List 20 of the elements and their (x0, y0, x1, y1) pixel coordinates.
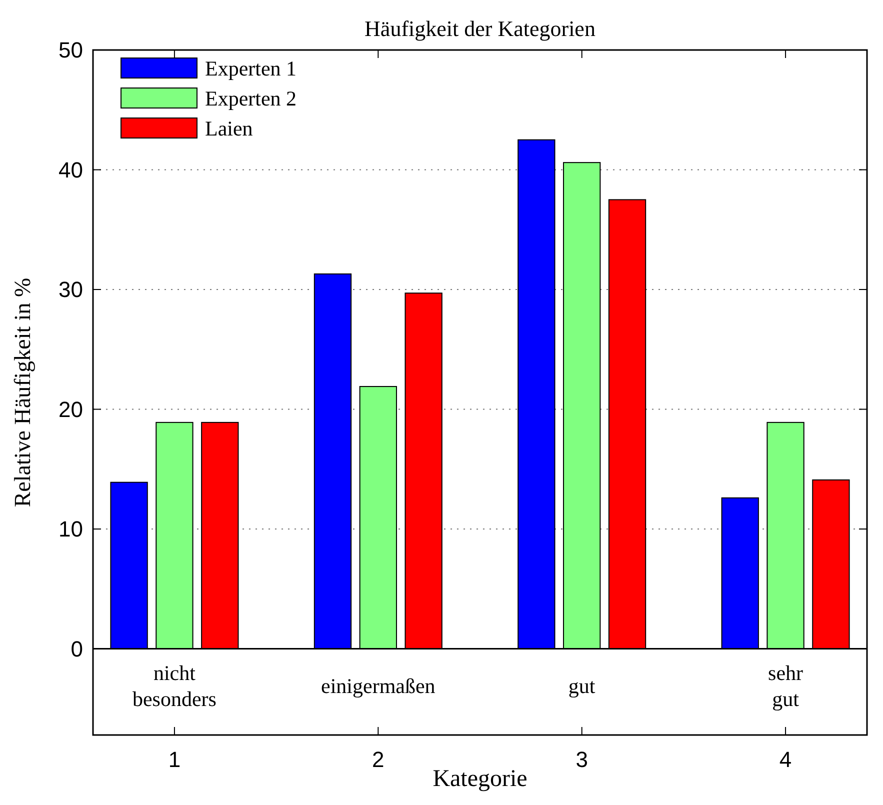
legend-label: Experten 2 (205, 86, 297, 110)
y-tick-label: 50 (58, 38, 83, 63)
legend-label: Laien (205, 116, 254, 140)
y-tick-label: 20 (58, 396, 83, 422)
chart-title: Häufigkeit der Kategorien (364, 16, 596, 41)
x-axis-title: Kategorie (432, 766, 528, 792)
y-tick-label: 30 (58, 277, 83, 302)
annotation: gut (568, 674, 596, 698)
x-tick-label: 3 (576, 747, 588, 772)
annotation: einigermaßen (321, 674, 436, 698)
x-tick-label: 2 (372, 747, 384, 772)
annotation: nicht besonders (132, 660, 216, 711)
annotation: sehr gut (768, 660, 804, 711)
y-axis-title: Relative Häufigkeit in % (10, 278, 35, 508)
y-tick-label: 40 (58, 157, 83, 182)
x-tick-label: 4 (779, 747, 792, 772)
legend-label: Experten 1 (205, 56, 297, 80)
y-tick-label: 10 (58, 516, 83, 542)
x-tick-label: 1 (168, 747, 181, 772)
y-tick-label: 0 (70, 636, 83, 662)
